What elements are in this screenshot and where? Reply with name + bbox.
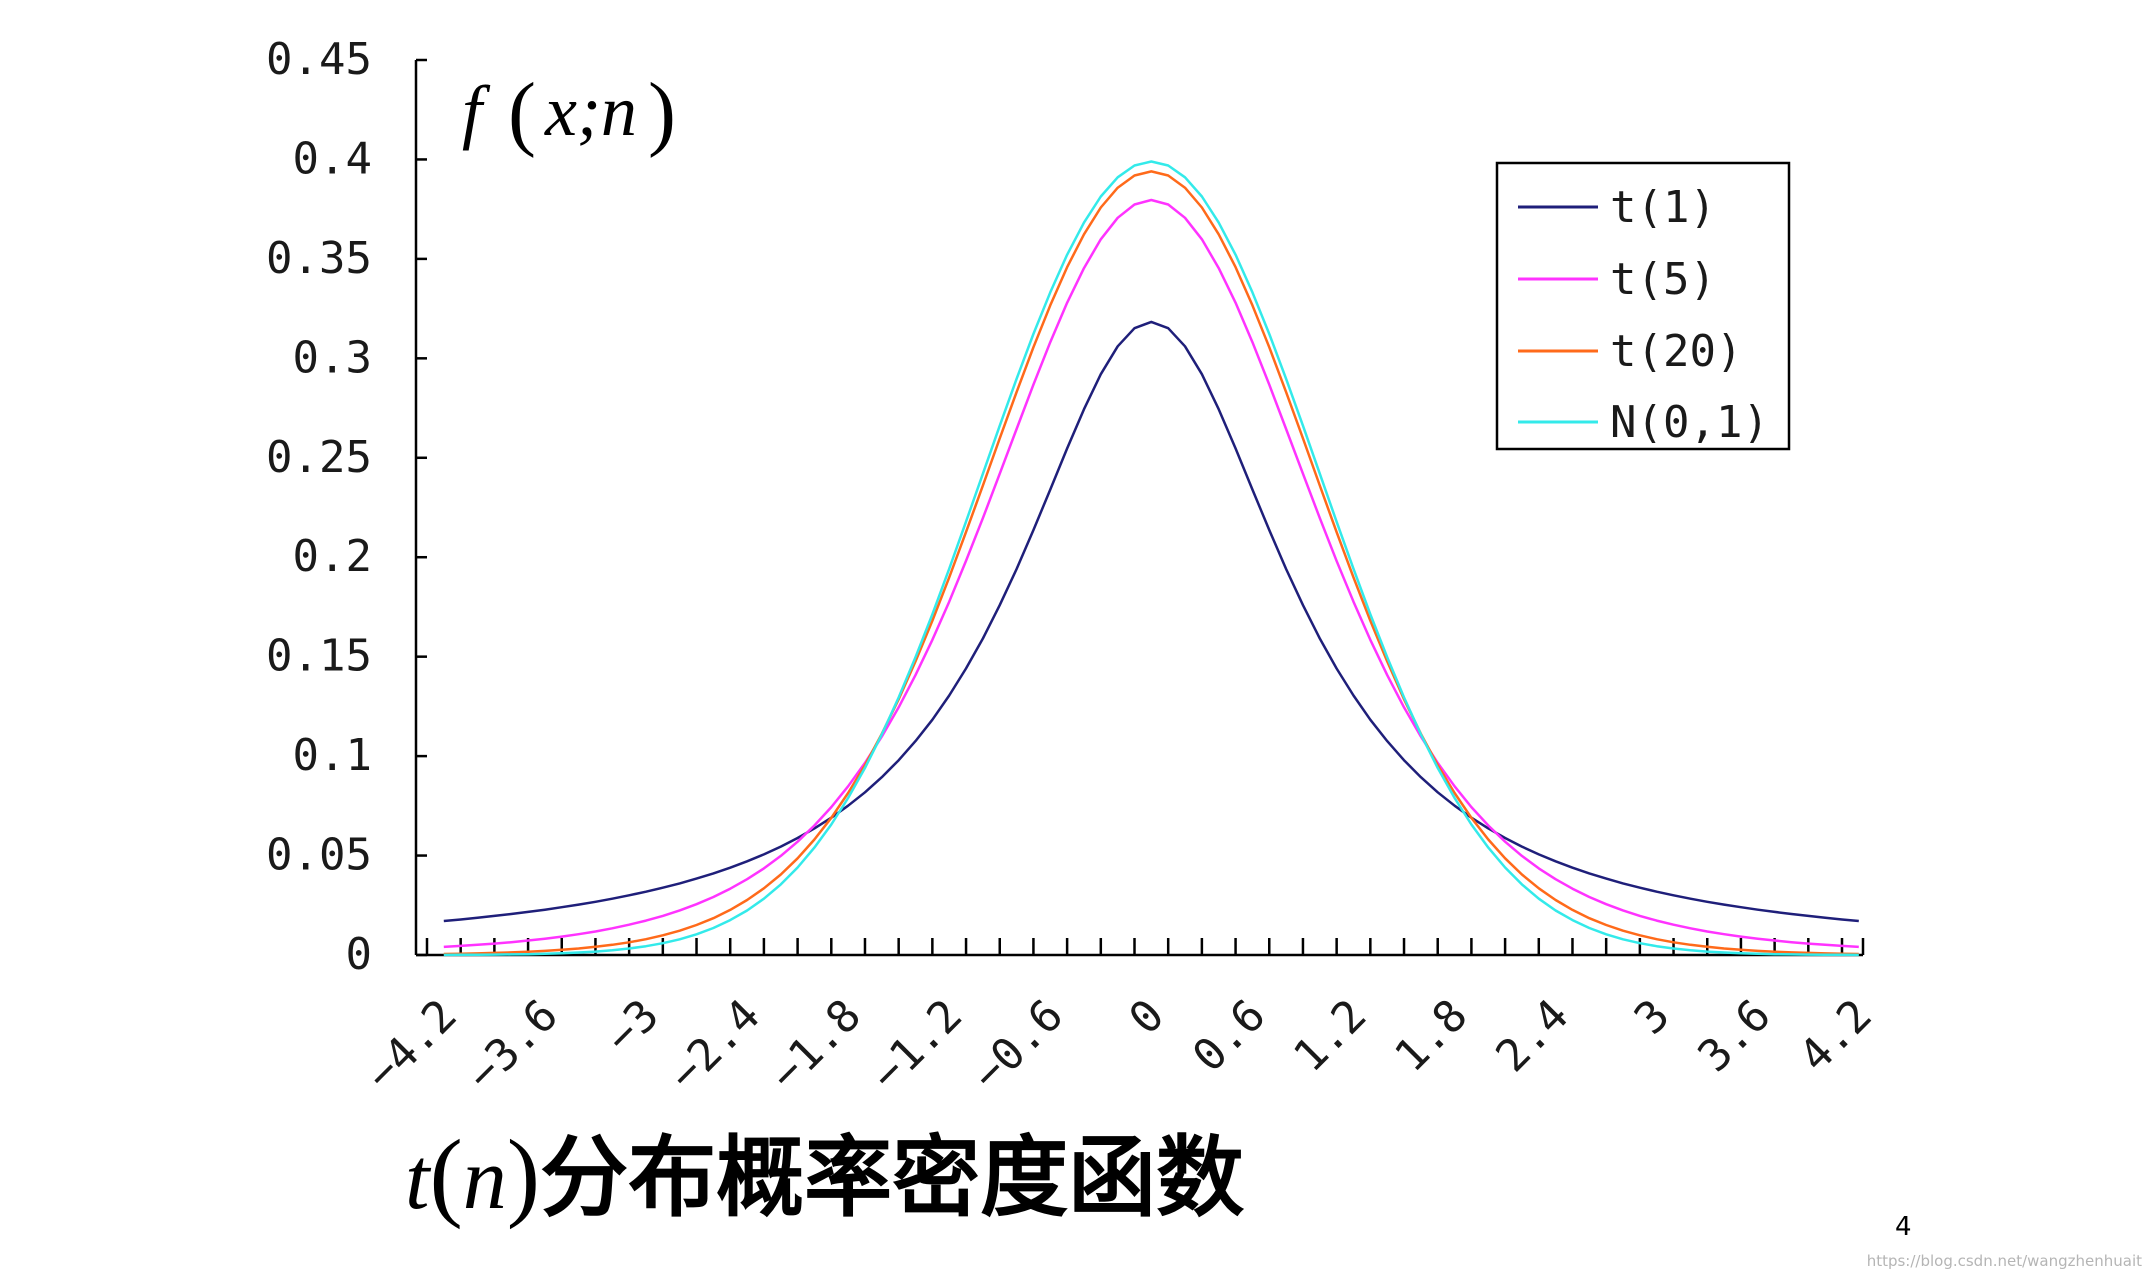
x-tick-label: 0 [1119, 990, 1174, 1045]
legend-label: t(5) [1610, 254, 1716, 305]
y-tick-label: 0.1 [293, 730, 372, 781]
page-number: 4 [1895, 1212, 1912, 1242]
x-tick-label: 3.6 [1688, 990, 1780, 1082]
y-axis-label: f ( x;n ) [462, 66, 676, 159]
series-line-n-0-1 [443, 160, 1859, 957]
series-line-t-20 [443, 170, 1859, 956]
legend-label: t(1) [1610, 182, 1716, 233]
chart-caption: t(n)分布概率密度函数 [405, 1125, 1244, 1225]
legend: t(1) t(5) t(20) N(0,1) [1495, 161, 1791, 451]
caption-lparen: ( [429, 1119, 463, 1230]
y-tick-label: 0 [346, 929, 373, 980]
caption-rparen: ) [506, 1119, 541, 1230]
series-line-t-5 [443, 198, 1859, 949]
caption-text: 分布概率密度函数 [540, 1126, 1245, 1229]
series-lines [443, 160, 1859, 957]
x-tick-label: −2.4 [659, 990, 770, 1101]
y-axis: 0 0.05 0.1 0.15 0.2 0.25 0.3 0.35 0.4 0.45 [266, 34, 427, 980]
legend-label: N(0,1) [1610, 397, 1769, 448]
series-line-t-1 [443, 320, 1859, 923]
caption-t: t [405, 1131, 430, 1228]
x-tick-label: 4.2 [1790, 990, 1882, 1082]
y-tick-label: 0.4 [293, 133, 372, 184]
y-tick-label: 0.3 [293, 332, 372, 383]
x-tick-label: 0.6 [1183, 990, 1275, 1082]
y-tick-label: 0.25 [266, 432, 372, 483]
y-tick-label: 0.45 [266, 34, 372, 85]
x-axis: −4.2−3.6 −3−2.4−1.8−1.2−0.6 0 0.6 1.2 1.8 2.4 3… [356, 938, 1882, 1101]
y-tick-label: 0.35 [266, 233, 372, 284]
caption-n: n [462, 1131, 507, 1228]
y-tick-label: 0.05 [266, 830, 372, 881]
legend-label: t(20) [1610, 326, 1742, 377]
y-tick-label: 0.15 [266, 631, 372, 682]
x-tick-label: −3.6 [457, 990, 568, 1101]
x-tick-label: −1.2 [861, 990, 972, 1101]
ylabel-rparen: ) [648, 66, 676, 159]
ylabel-lparen: ( [508, 66, 536, 159]
x-tick-label: −4.2 [356, 990, 467, 1101]
x-tick-label: 1.8 [1385, 990, 1477, 1082]
legend-box [1495, 161, 1791, 451]
x-tick-label: 1.2 [1284, 990, 1376, 1082]
ylabel-args: x;n [544, 71, 637, 151]
x-tick-label: 2.4 [1486, 990, 1578, 1082]
x-tick-label: 3 [1625, 990, 1680, 1045]
y-tick-label: 0.2 [293, 531, 372, 582]
watermark: https://blog.csdn.net/wangzhenhuait [1866, 1252, 2142, 1270]
x-tick-label: −3 [595, 990, 669, 1064]
ylabel-f: f [462, 71, 491, 151]
x-tick-label: −1.8 [760, 990, 871, 1101]
x-tick-label: −0.6 [962, 990, 1073, 1101]
